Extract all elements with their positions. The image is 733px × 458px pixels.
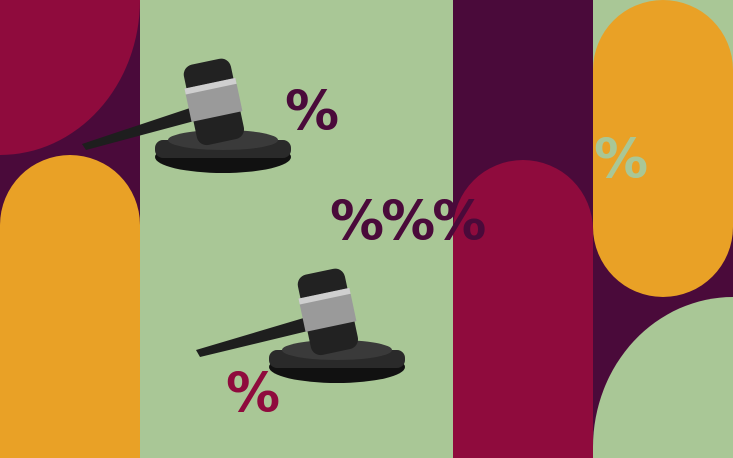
gavel-icon xyxy=(82,58,291,173)
percent-symbol-right: % xyxy=(594,127,648,190)
orange-pill-right xyxy=(593,0,733,297)
percent-symbol-bottom: % xyxy=(226,361,280,424)
percent-symbol-top: % xyxy=(285,79,339,142)
gavel-icon xyxy=(196,268,405,383)
orange-pill-left xyxy=(0,155,140,458)
crimson-pill xyxy=(453,160,593,458)
percent-symbols-center: %%% xyxy=(330,189,486,252)
